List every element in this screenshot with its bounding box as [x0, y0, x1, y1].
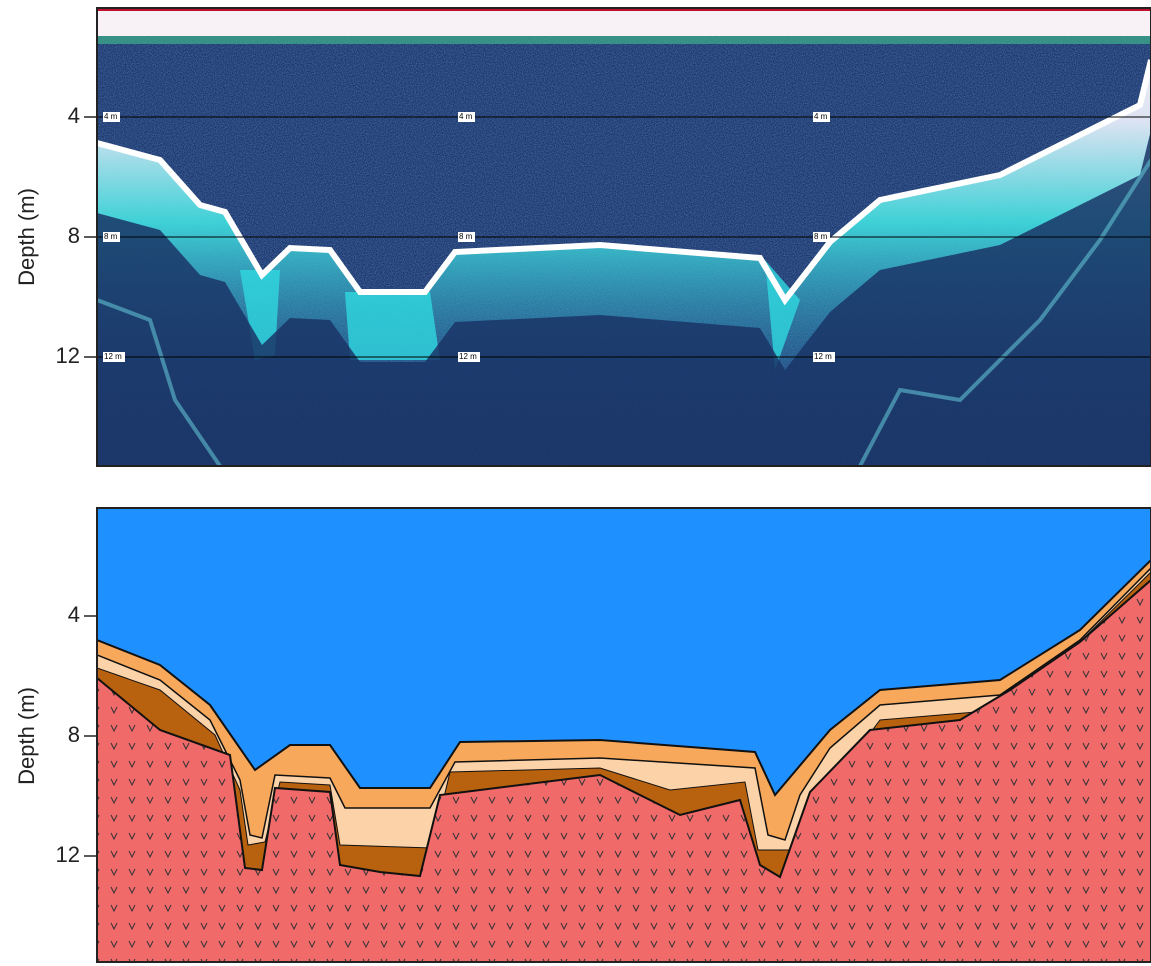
cross-section: [97, 508, 1151, 966]
depth-marker: 12 m: [459, 352, 477, 361]
depth-marker: 8 m: [104, 232, 118, 241]
surface-band: [97, 10, 1151, 36]
axis-label: Depth (m): [14, 687, 39, 785]
y-tick-label: 4: [68, 602, 80, 627]
y-tick-label: 4: [68, 103, 80, 128]
y-tick-label: 12: [56, 842, 80, 867]
depth-marker: 4 m: [814, 112, 828, 121]
figure: 4 m 4 m 4 m 8 m 8 m 8 m 12 m 12 m 12 m Depth (m)…: [0, 0, 1151, 966]
axis-label: Depth (m): [14, 188, 39, 286]
y-tick-label: 8: [68, 722, 80, 747]
y-tick-label: 12: [56, 343, 80, 368]
surface-band: [97, 36, 1151, 44]
depth-marker: 8 m: [459, 232, 473, 241]
echogram: 4 m 4 m 4 m 8 m 8 m 8 m 12 m 12 m 12 m: [97, 8, 1151, 466]
depth-marker: 12 m: [814, 352, 832, 361]
depth-marker: 4 m: [104, 112, 118, 121]
depth-marker: 12 m: [104, 352, 122, 361]
y-tick-label: 8: [68, 223, 80, 248]
depth-marker: 8 m: [814, 232, 828, 241]
depth-marker: 4 m: [459, 112, 473, 121]
